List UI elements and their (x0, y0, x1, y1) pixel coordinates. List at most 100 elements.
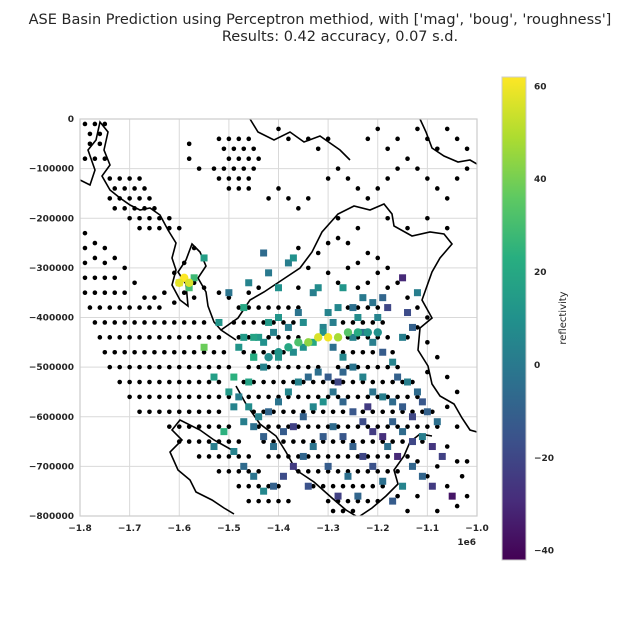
observation-point (127, 305, 132, 310)
x-axis-ticks: −1.8 −1.7 −1.6 −1.5 −1.4 −1.3 −1.2 −1.1 −1.0 (68, 524, 488, 534)
reflectivity-point (200, 254, 208, 262)
colorbar (501, 76, 527, 561)
observation-point (325, 270, 331, 276)
observation-point (92, 320, 98, 325)
y-tick-label: −400000 (29, 314, 74, 324)
reflectivity-point (339, 398, 347, 406)
reflectivity-point (210, 443, 218, 451)
coastline-southern-rise (235, 385, 433, 516)
observation-point (415, 126, 420, 132)
observation-point (226, 469, 232, 474)
colorbar-tick-label: 60 (534, 82, 547, 92)
observation-point (171, 270, 177, 276)
observation-point (375, 126, 381, 132)
reflectivity-point (349, 363, 357, 371)
observation-point (191, 245, 197, 251)
observation-point (122, 186, 127, 191)
reflectivity-point (284, 323, 292, 331)
observation-point (315, 394, 321, 400)
observation-point (454, 459, 460, 464)
observation-point (147, 364, 152, 370)
observation-point (375, 394, 381, 400)
observation-point (216, 454, 222, 459)
observation-point (142, 320, 147, 325)
observation-point (147, 305, 152, 310)
observation-point (281, 379, 286, 385)
reflectivity-point (329, 388, 337, 396)
reflectivity-point (235, 343, 243, 351)
observation-point (157, 225, 162, 231)
reflectivity-point (314, 284, 322, 292)
observation-point (226, 295, 232, 300)
observation-point (335, 469, 341, 474)
chart-title: ASE Basin Prediction using Perceptron me… (28, 12, 612, 28)
y-tick-label: −700000 (29, 462, 74, 472)
observation-point (370, 409, 376, 415)
observation-point (137, 335, 142, 340)
observation-point (92, 275, 98, 281)
observation-point (246, 335, 252, 340)
observation-point (335, 166, 341, 171)
reflectivity-point (304, 373, 312, 381)
observation-point (405, 454, 410, 459)
observation-point (355, 394, 361, 400)
reflectivity-point (418, 398, 426, 406)
observation-point (82, 156, 88, 161)
observation-point (147, 215, 152, 221)
observation-point (186, 424, 192, 429)
reflectivity-point (319, 398, 327, 406)
observation-point (350, 349, 356, 355)
x-tick-label: −1.4 (267, 524, 290, 534)
observation-point (355, 260, 361, 266)
observation-point (385, 454, 390, 459)
observation-point (320, 483, 326, 489)
observation-point (132, 206, 137, 211)
observation-point (395, 424, 400, 429)
observation-point (137, 176, 142, 181)
reflectivity-point (379, 393, 387, 401)
observation-point (454, 424, 460, 429)
observation-point (107, 305, 113, 310)
observation-point (196, 364, 202, 370)
observation-point (82, 260, 88, 266)
observation-point (276, 305, 281, 310)
observation-point (405, 225, 410, 231)
observation-point (276, 424, 281, 429)
observation-point (112, 206, 118, 211)
observation-point (291, 439, 296, 444)
observation-point (276, 126, 281, 132)
reflectivity-point (289, 462, 297, 470)
reflectivity-point (225, 289, 233, 297)
reflectivity-point (260, 338, 268, 346)
reflectivity-point (329, 343, 337, 351)
observation-point (375, 469, 381, 474)
observation-point (395, 364, 400, 370)
reflectivity-point (260, 433, 268, 441)
observation-point (380, 320, 386, 325)
reflectivity-point (334, 304, 342, 312)
observation-point (459, 474, 465, 479)
observation-point (231, 320, 237, 325)
reflectivity-point (309, 338, 317, 346)
observation-point (305, 364, 311, 370)
observation-point (82, 230, 88, 236)
observation-point (112, 320, 118, 325)
reflectivity-point (299, 343, 307, 351)
observation-point (196, 379, 202, 385)
flowline-point (373, 328, 382, 337)
x-tick-label: −1.7 (118, 524, 141, 534)
observation-point (415, 305, 420, 310)
reflectivity-point (309, 403, 317, 411)
observation-point (444, 225, 450, 231)
flowline-point (184, 278, 194, 287)
observation-point (444, 483, 450, 489)
reflectivity-point (309, 443, 317, 451)
observation-point (385, 176, 390, 181)
observation-point (241, 320, 247, 325)
observation-point (425, 474, 430, 479)
observation-point (147, 409, 152, 415)
flowline-point (284, 343, 293, 352)
observation-point (102, 260, 108, 266)
observation-point (464, 166, 470, 171)
observation-point (186, 156, 192, 161)
